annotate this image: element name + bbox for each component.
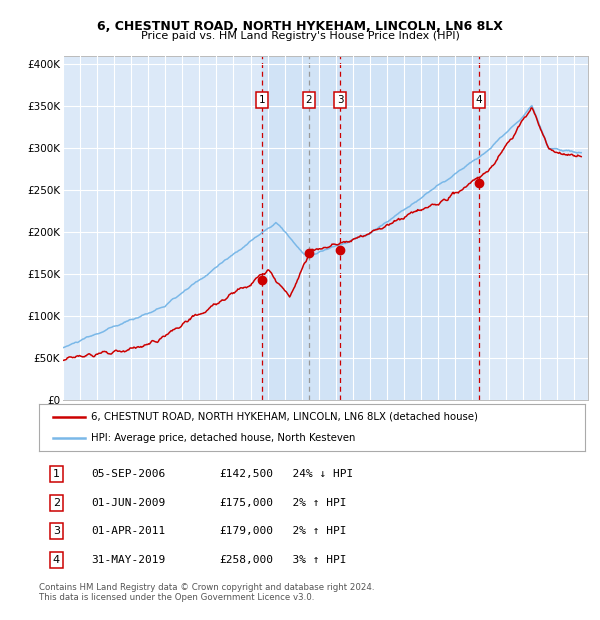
Text: Price paid vs. HM Land Registry's House Price Index (HPI): Price paid vs. HM Land Registry's House … bbox=[140, 31, 460, 41]
Text: 24% ↓ HPI: 24% ↓ HPI bbox=[279, 469, 353, 479]
Text: 2% ↑ HPI: 2% ↑ HPI bbox=[279, 526, 347, 536]
Text: 2% ↑ HPI: 2% ↑ HPI bbox=[279, 498, 347, 508]
Text: 01-APR-2011: 01-APR-2011 bbox=[91, 526, 165, 536]
Text: £142,500: £142,500 bbox=[220, 469, 274, 479]
Text: £179,000: £179,000 bbox=[220, 526, 274, 536]
Text: 4: 4 bbox=[53, 555, 60, 565]
Text: 3% ↑ HPI: 3% ↑ HPI bbox=[279, 555, 347, 565]
Text: 4: 4 bbox=[476, 95, 482, 105]
Text: 1: 1 bbox=[259, 95, 265, 105]
Text: 31-MAY-2019: 31-MAY-2019 bbox=[91, 555, 165, 565]
Text: £258,000: £258,000 bbox=[220, 555, 274, 565]
Text: 2: 2 bbox=[53, 498, 60, 508]
Text: 01-JUN-2009: 01-JUN-2009 bbox=[91, 498, 165, 508]
Text: 6, CHESTNUT ROAD, NORTH HYKEHAM, LINCOLN, LN6 8LX: 6, CHESTNUT ROAD, NORTH HYKEHAM, LINCOLN… bbox=[97, 20, 503, 33]
Text: HPI: Average price, detached house, North Kesteven: HPI: Average price, detached house, Nort… bbox=[91, 433, 355, 443]
Text: £175,000: £175,000 bbox=[220, 498, 274, 508]
Text: 3: 3 bbox=[53, 526, 60, 536]
Text: This data is licensed under the Open Government Licence v3.0.: This data is licensed under the Open Gov… bbox=[39, 593, 314, 602]
Text: 2: 2 bbox=[305, 95, 312, 105]
Text: Contains HM Land Registry data © Crown copyright and database right 2024.: Contains HM Land Registry data © Crown c… bbox=[39, 583, 374, 592]
Text: 1: 1 bbox=[53, 469, 60, 479]
Text: 3: 3 bbox=[337, 95, 343, 105]
Bar bbox=[262, 56, 479, 400]
Text: 05-SEP-2006: 05-SEP-2006 bbox=[91, 469, 165, 479]
Text: 6, CHESTNUT ROAD, NORTH HYKEHAM, LINCOLN, LN6 8LX (detached house): 6, CHESTNUT ROAD, NORTH HYKEHAM, LINCOLN… bbox=[91, 412, 478, 422]
